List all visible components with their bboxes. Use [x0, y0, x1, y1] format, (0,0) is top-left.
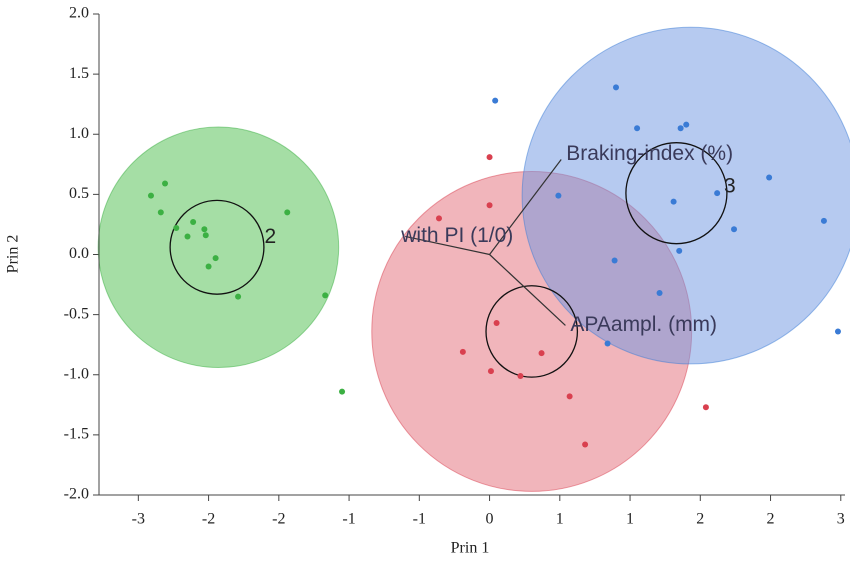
biplot-ray: [489, 254, 566, 326]
point: [517, 372, 524, 379]
point: [538, 350, 545, 357]
point: [492, 97, 499, 104]
point: [677, 125, 684, 132]
x-tick-label: 1: [626, 511, 634, 528]
point: [235, 293, 242, 300]
x-tick-label: 2: [767, 511, 775, 528]
point: [634, 125, 641, 132]
x-tick-label: -1: [342, 511, 355, 528]
point: [670, 198, 677, 205]
point: [676, 247, 683, 254]
x-tick-label: -2: [202, 511, 215, 528]
y-tick-label: -0.5: [64, 305, 89, 322]
point: [459, 348, 466, 355]
point: [339, 388, 346, 395]
x-tick-label: 3: [837, 511, 845, 528]
point: [157, 209, 164, 216]
x-tick-label: -3: [132, 511, 145, 528]
point: [184, 233, 191, 240]
point: [766, 174, 773, 181]
x-tick-label: 2: [696, 511, 704, 528]
y-tick-label: 2.0: [69, 5, 89, 22]
point: [201, 226, 208, 233]
point: [205, 263, 212, 270]
point: [486, 202, 493, 209]
point: [486, 154, 493, 161]
point: [613, 84, 620, 91]
y-tick-label: -1.5: [64, 426, 89, 443]
ray-label: Braking-index (%): [566, 142, 733, 165]
point: [284, 209, 291, 216]
point: [202, 232, 209, 239]
point: [173, 225, 180, 232]
y-tick-label: -1.0: [64, 365, 89, 382]
cluster-label: 3: [724, 175, 736, 198]
cluster-core: [485, 285, 579, 378]
biplot-ray: [489, 159, 562, 255]
point: [656, 289, 663, 296]
y-tick-label: 1.0: [69, 125, 89, 142]
cluster-core: [169, 199, 265, 295]
cluster-region: [521, 26, 850, 365]
point: [731, 226, 738, 233]
y-tick-label: 0.5: [69, 185, 89, 202]
point: [714, 190, 721, 197]
ray-label: with PI (1/0): [400, 224, 513, 247]
point: [683, 121, 690, 128]
point: [604, 340, 611, 347]
cluster-label: 2: [265, 225, 277, 248]
point: [834, 328, 841, 335]
point: [582, 441, 589, 448]
y-tick-label: -2.0: [64, 486, 89, 503]
point: [702, 404, 709, 411]
point: [555, 192, 562, 199]
point: [162, 180, 169, 187]
x-tick-label: -2: [272, 511, 285, 528]
biplot-ray: [405, 235, 490, 256]
point: [820, 217, 827, 224]
ray-label: APAampl. (mm): [570, 313, 717, 336]
x-axis-label: Prin 1: [451, 540, 490, 557]
y-tick-label: 0.0: [69, 245, 89, 262]
y-axis-label: Prin 2: [5, 235, 22, 274]
cluster-region: [97, 126, 340, 369]
point: [435, 215, 442, 222]
x-tick-label: 0: [486, 511, 494, 528]
point: [322, 292, 329, 299]
point: [487, 368, 494, 375]
cluster-core: [625, 142, 728, 245]
x-tick-label: -1: [413, 511, 426, 528]
y-tick-label: 1.5: [69, 65, 89, 82]
point: [190, 219, 197, 226]
point: [566, 393, 573, 400]
point: [493, 320, 500, 327]
point: [212, 255, 219, 262]
point: [611, 257, 618, 264]
point: [147, 192, 154, 199]
x-tick-label: 1: [556, 511, 564, 528]
